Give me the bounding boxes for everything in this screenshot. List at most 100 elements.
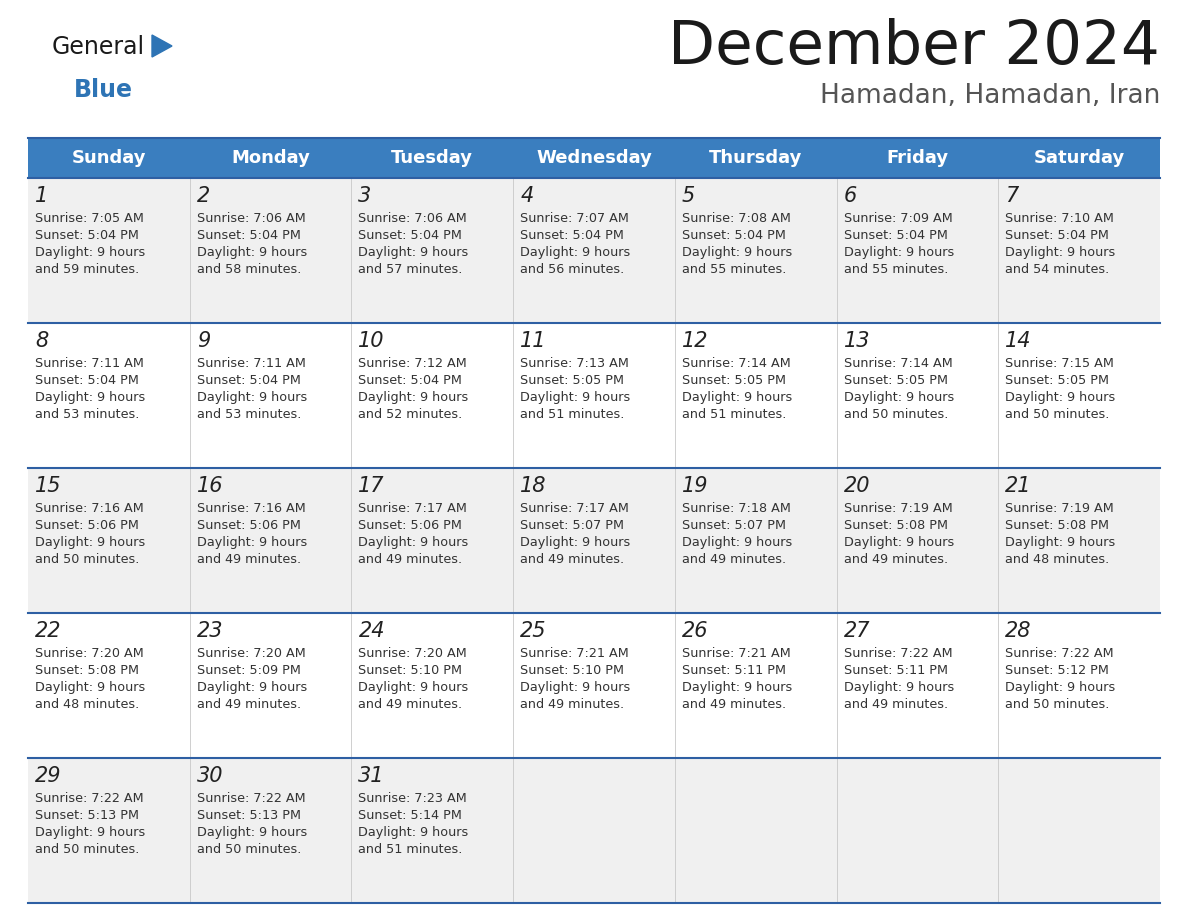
Text: and 57 minutes.: and 57 minutes. bbox=[359, 263, 463, 276]
Text: and 49 minutes.: and 49 minutes. bbox=[843, 553, 948, 566]
Text: Daylight: 9 hours: Daylight: 9 hours bbox=[1005, 681, 1116, 694]
Text: 8: 8 bbox=[34, 331, 49, 351]
Text: and 49 minutes.: and 49 minutes. bbox=[197, 698, 301, 711]
Text: and 58 minutes.: and 58 minutes. bbox=[197, 263, 301, 276]
Text: and 50 minutes.: and 50 minutes. bbox=[197, 843, 301, 856]
Text: and 49 minutes.: and 49 minutes. bbox=[520, 553, 624, 566]
Text: Sunrise: 7:18 AM: Sunrise: 7:18 AM bbox=[682, 502, 791, 515]
Text: Daylight: 9 hours: Daylight: 9 hours bbox=[359, 826, 469, 839]
Text: Sunrise: 7:20 AM: Sunrise: 7:20 AM bbox=[359, 647, 467, 660]
Text: Sunrise: 7:14 AM: Sunrise: 7:14 AM bbox=[843, 357, 953, 370]
Text: 24: 24 bbox=[359, 621, 385, 641]
Text: Sunrise: 7:14 AM: Sunrise: 7:14 AM bbox=[682, 357, 790, 370]
Text: and 51 minutes.: and 51 minutes. bbox=[682, 408, 786, 421]
Text: Sunset: 5:04 PM: Sunset: 5:04 PM bbox=[520, 229, 624, 242]
Text: Sunset: 5:06 PM: Sunset: 5:06 PM bbox=[359, 519, 462, 532]
Text: Sunset: 5:07 PM: Sunset: 5:07 PM bbox=[682, 519, 785, 532]
Text: Sunrise: 7:22 AM: Sunrise: 7:22 AM bbox=[197, 792, 305, 805]
Text: Daylight: 9 hours: Daylight: 9 hours bbox=[682, 536, 792, 549]
Text: 20: 20 bbox=[843, 476, 870, 496]
Text: Sunrise: 7:16 AM: Sunrise: 7:16 AM bbox=[34, 502, 144, 515]
Text: 31: 31 bbox=[359, 766, 385, 786]
Text: Daylight: 9 hours: Daylight: 9 hours bbox=[682, 246, 792, 259]
Text: and 49 minutes.: and 49 minutes. bbox=[682, 698, 786, 711]
Bar bbox=[29, 323, 1159, 468]
Text: Daylight: 9 hours: Daylight: 9 hours bbox=[359, 681, 469, 694]
Text: Sunrise: 7:12 AM: Sunrise: 7:12 AM bbox=[359, 357, 467, 370]
Text: Daylight: 9 hours: Daylight: 9 hours bbox=[359, 536, 469, 549]
Text: Friday: Friday bbox=[886, 149, 948, 167]
Text: Daylight: 9 hours: Daylight: 9 hours bbox=[1005, 246, 1116, 259]
Text: Sunrise: 7:09 AM: Sunrise: 7:09 AM bbox=[843, 212, 953, 225]
Text: 15: 15 bbox=[34, 476, 62, 496]
Text: Daylight: 9 hours: Daylight: 9 hours bbox=[34, 246, 145, 259]
Text: 6: 6 bbox=[843, 186, 857, 206]
Text: Daylight: 9 hours: Daylight: 9 hours bbox=[520, 246, 631, 259]
Text: Daylight: 9 hours: Daylight: 9 hours bbox=[682, 681, 792, 694]
Text: 29: 29 bbox=[34, 766, 62, 786]
Text: Daylight: 9 hours: Daylight: 9 hours bbox=[197, 826, 307, 839]
Text: Sunrise: 7:22 AM: Sunrise: 7:22 AM bbox=[843, 647, 953, 660]
Text: Sunset: 5:05 PM: Sunset: 5:05 PM bbox=[843, 374, 948, 387]
Text: Daylight: 9 hours: Daylight: 9 hours bbox=[34, 391, 145, 404]
Polygon shape bbox=[152, 35, 172, 57]
Text: Daylight: 9 hours: Daylight: 9 hours bbox=[682, 391, 792, 404]
Bar bbox=[29, 138, 1159, 178]
Text: Sunset: 5:04 PM: Sunset: 5:04 PM bbox=[359, 229, 462, 242]
Text: Daylight: 9 hours: Daylight: 9 hours bbox=[1005, 391, 1116, 404]
Text: 27: 27 bbox=[843, 621, 870, 641]
Text: Sunrise: 7:11 AM: Sunrise: 7:11 AM bbox=[197, 357, 305, 370]
Text: Sunrise: 7:07 AM: Sunrise: 7:07 AM bbox=[520, 212, 628, 225]
Bar bbox=[29, 613, 1159, 758]
Text: Daylight: 9 hours: Daylight: 9 hours bbox=[843, 391, 954, 404]
Text: Sunset: 5:07 PM: Sunset: 5:07 PM bbox=[520, 519, 624, 532]
Text: Daylight: 9 hours: Daylight: 9 hours bbox=[197, 246, 307, 259]
Text: Daylight: 9 hours: Daylight: 9 hours bbox=[34, 536, 145, 549]
Text: 21: 21 bbox=[1005, 476, 1032, 496]
Text: 3: 3 bbox=[359, 186, 372, 206]
Text: 26: 26 bbox=[682, 621, 708, 641]
Text: 4: 4 bbox=[520, 186, 533, 206]
Text: 16: 16 bbox=[197, 476, 223, 496]
Text: and 50 minutes.: and 50 minutes. bbox=[843, 408, 948, 421]
Text: and 49 minutes.: and 49 minutes. bbox=[197, 553, 301, 566]
Text: 9: 9 bbox=[197, 331, 210, 351]
Text: Wednesday: Wednesday bbox=[536, 149, 652, 167]
Text: Sunset: 5:04 PM: Sunset: 5:04 PM bbox=[843, 229, 948, 242]
Text: 22: 22 bbox=[34, 621, 62, 641]
Text: Sunset: 5:10 PM: Sunset: 5:10 PM bbox=[359, 664, 462, 677]
Text: Sunrise: 7:06 AM: Sunrise: 7:06 AM bbox=[197, 212, 305, 225]
Text: Daylight: 9 hours: Daylight: 9 hours bbox=[34, 681, 145, 694]
Text: and 50 minutes.: and 50 minutes. bbox=[1005, 408, 1110, 421]
Text: and 48 minutes.: and 48 minutes. bbox=[1005, 553, 1110, 566]
Text: 13: 13 bbox=[843, 331, 870, 351]
Text: and 50 minutes.: and 50 minutes. bbox=[1005, 698, 1110, 711]
Text: and 52 minutes.: and 52 minutes. bbox=[359, 408, 462, 421]
Text: Daylight: 9 hours: Daylight: 9 hours bbox=[34, 826, 145, 839]
Text: and 53 minutes.: and 53 minutes. bbox=[197, 408, 301, 421]
Bar bbox=[29, 758, 1159, 903]
Text: 2: 2 bbox=[197, 186, 210, 206]
Text: Tuesday: Tuesday bbox=[391, 149, 473, 167]
Text: Sunrise: 7:21 AM: Sunrise: 7:21 AM bbox=[682, 647, 790, 660]
Text: and 49 minutes.: and 49 minutes. bbox=[682, 553, 786, 566]
Text: Sunset: 5:10 PM: Sunset: 5:10 PM bbox=[520, 664, 624, 677]
Text: Daylight: 9 hours: Daylight: 9 hours bbox=[359, 246, 469, 259]
Text: Sunset: 5:13 PM: Sunset: 5:13 PM bbox=[197, 809, 301, 822]
Bar bbox=[29, 468, 1159, 613]
Text: Sunset: 5:06 PM: Sunset: 5:06 PM bbox=[197, 519, 301, 532]
Text: Sunrise: 7:15 AM: Sunrise: 7:15 AM bbox=[1005, 357, 1114, 370]
Text: Sunset: 5:05 PM: Sunset: 5:05 PM bbox=[520, 374, 624, 387]
Text: 23: 23 bbox=[197, 621, 223, 641]
Text: 17: 17 bbox=[359, 476, 385, 496]
Text: Sunrise: 7:17 AM: Sunrise: 7:17 AM bbox=[520, 502, 628, 515]
Text: 5: 5 bbox=[682, 186, 695, 206]
Text: 18: 18 bbox=[520, 476, 546, 496]
Text: Sunrise: 7:16 AM: Sunrise: 7:16 AM bbox=[197, 502, 305, 515]
Text: Sunrise: 7:13 AM: Sunrise: 7:13 AM bbox=[520, 357, 628, 370]
Text: and 54 minutes.: and 54 minutes. bbox=[1005, 263, 1110, 276]
Text: General: General bbox=[52, 35, 145, 59]
Text: and 49 minutes.: and 49 minutes. bbox=[843, 698, 948, 711]
Text: and 49 minutes.: and 49 minutes. bbox=[359, 698, 462, 711]
Text: Daylight: 9 hours: Daylight: 9 hours bbox=[1005, 536, 1116, 549]
